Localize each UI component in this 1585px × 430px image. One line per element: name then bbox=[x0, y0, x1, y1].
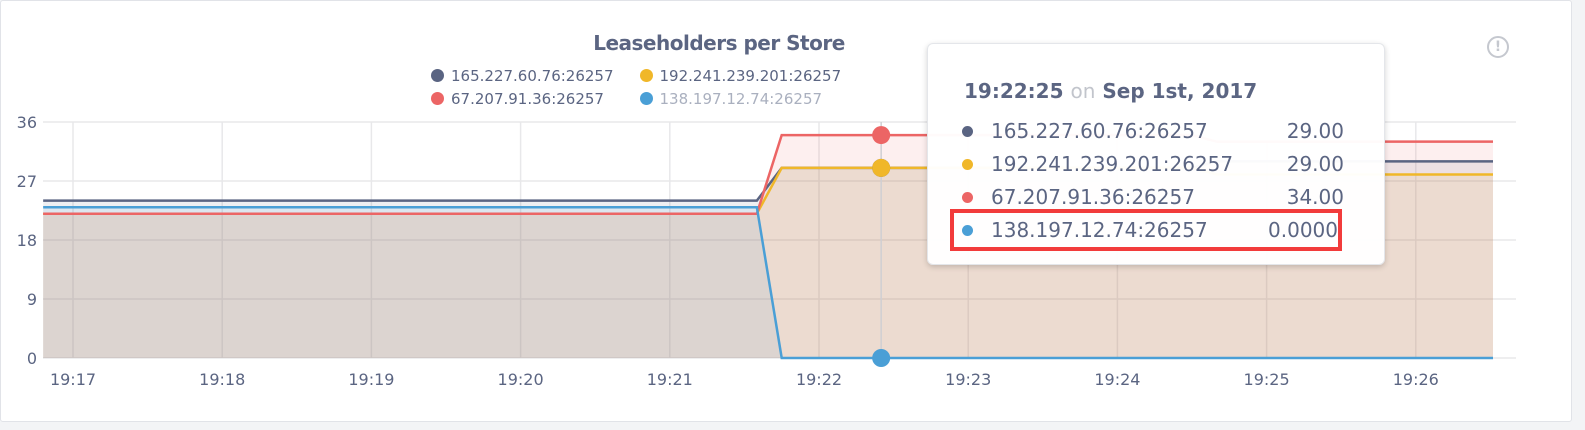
tooltip-date: Sep 1st, 2017 bbox=[1102, 79, 1258, 103]
legend-label: 165.227.60.76:26257 bbox=[451, 66, 614, 85]
tooltip-on: on bbox=[1070, 79, 1096, 103]
legend-label: 192.241.239.201:26257 bbox=[659, 66, 842, 85]
tooltip-row: 67.207.91.36:26257 34.00 bbox=[954, 180, 1344, 214]
x-tick-label: 19:23 bbox=[945, 370, 991, 389]
info-icon[interactable]: ! bbox=[1487, 36, 1509, 58]
x-tick-label: 19:26 bbox=[1393, 370, 1439, 389]
chart-title: Leaseholders per Store bbox=[593, 31, 845, 55]
legend-item[interactable]: 165.227.60.76:26257 bbox=[431, 65, 614, 86]
x-tick-label: 19:19 bbox=[348, 370, 394, 389]
legend-dot-icon bbox=[431, 92, 444, 105]
y-tick-label: 36 bbox=[17, 113, 37, 132]
legend-item[interactable]: 138.197.12.74:26257 bbox=[639, 88, 842, 109]
tooltip-series-value: 34.00 bbox=[1286, 185, 1344, 209]
hover-marker bbox=[872, 349, 891, 367]
series-dot-icon bbox=[962, 158, 973, 170]
x-tick-label: 19:18 bbox=[199, 370, 245, 389]
legend-item[interactable]: 67.207.91.36:26257 bbox=[431, 88, 614, 109]
legend-label: 138.197.12.74:26257 bbox=[659, 89, 823, 108]
legend-item[interactable]: 192.241.239.201:26257 bbox=[639, 65, 842, 86]
tooltip: 19:22:25 on Sep 1st, 2017 165.227.60.76:… bbox=[927, 43, 1385, 265]
legend-dot-icon bbox=[639, 92, 653, 105]
tooltip-row: 192.241.239.201:26257 29.00 bbox=[954, 147, 1344, 181]
y-tick-label: 0 bbox=[27, 349, 37, 368]
tooltip-series-value: 29.00 bbox=[1286, 152, 1344, 176]
tooltip-row: 138.197.12.74:26257 0.0000 bbox=[950, 209, 1342, 251]
legend: 165.227.60.76:26257 192.241.239.201:26257… bbox=[431, 65, 841, 109]
legend-dot-icon bbox=[431, 69, 444, 82]
x-tick-label: 19:17 bbox=[50, 370, 96, 389]
y-tick-label: 27 bbox=[17, 172, 37, 191]
tooltip-series-label: 165.227.60.76:26257 bbox=[991, 119, 1208, 143]
series-dot-icon bbox=[962, 125, 973, 137]
x-tick-label: 19:25 bbox=[1244, 370, 1290, 389]
x-tick-label: 19:24 bbox=[1094, 370, 1140, 389]
x-tick-label: 19:21 bbox=[647, 370, 693, 389]
tooltip-time: 19:22:25 bbox=[964, 79, 1064, 103]
y-tick-label: 9 bbox=[27, 290, 37, 309]
tooltip-header: 19:22:25 on Sep 1st, 2017 bbox=[964, 79, 1257, 103]
y-tick-label: 18 bbox=[17, 231, 37, 250]
x-tick-label: 19:22 bbox=[796, 370, 842, 389]
tooltip-series-value: 0.0000 bbox=[1268, 218, 1338, 242]
hover-marker bbox=[872, 126, 891, 145]
series-dot-icon bbox=[962, 191, 973, 203]
tooltip-series-value: 29.00 bbox=[1286, 119, 1344, 143]
chart-card: Leaseholders per Store ! 165.227.60.76:2… bbox=[0, 0, 1572, 422]
legend-dot-icon bbox=[639, 69, 653, 82]
tooltip-series-label: 67.207.91.36:26257 bbox=[991, 185, 1195, 209]
tooltip-row: 165.227.60.76:26257 29.00 bbox=[954, 114, 1344, 148]
tooltip-series-label: 192.241.239.201:26257 bbox=[991, 152, 1234, 176]
legend-label: 67.207.91.36:26257 bbox=[451, 89, 604, 108]
tooltip-series-label: 138.197.12.74:26257 bbox=[991, 218, 1208, 242]
series-dot-icon bbox=[962, 224, 973, 236]
hover-marker bbox=[872, 158, 891, 177]
x-tick-label: 19:20 bbox=[498, 370, 544, 389]
